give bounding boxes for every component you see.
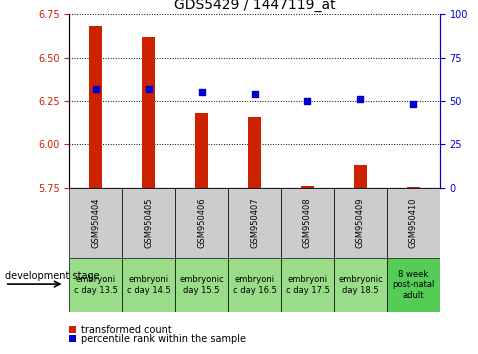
Point — [92, 86, 99, 92]
Bar — [281, 258, 334, 312]
Bar — [228, 188, 281, 258]
Bar — [175, 258, 228, 312]
Bar — [175, 188, 228, 258]
Text: GSM950405: GSM950405 — [144, 198, 153, 248]
Bar — [248, 116, 261, 188]
Bar — [334, 258, 387, 312]
Bar — [354, 165, 367, 188]
Text: embryoni
c day 16.5: embryoni c day 16.5 — [233, 275, 276, 295]
Bar — [69, 188, 122, 258]
Bar — [228, 258, 281, 312]
Text: embryoni
c day 14.5: embryoni c day 14.5 — [127, 275, 171, 295]
Bar — [334, 188, 387, 258]
Text: GSM950407: GSM950407 — [250, 198, 259, 249]
Bar — [122, 258, 175, 312]
Text: percentile rank within the sample: percentile rank within the sample — [81, 334, 246, 344]
Text: 8 week
post-natal
adult: 8 week post-natal adult — [392, 270, 435, 300]
Text: embryonic
day 15.5: embryonic day 15.5 — [179, 275, 224, 295]
Text: GSM950409: GSM950409 — [356, 198, 365, 248]
Point — [198, 89, 206, 95]
Text: GSM950406: GSM950406 — [197, 198, 206, 249]
Text: embryoni
c day 13.5: embryoni c day 13.5 — [74, 275, 118, 295]
Title: GDS5429 / 1447119_at: GDS5429 / 1447119_at — [174, 0, 336, 12]
Bar — [89, 26, 102, 188]
Text: embryoni
c day 17.5: embryoni c day 17.5 — [285, 275, 329, 295]
Point — [304, 98, 311, 104]
Point — [250, 91, 258, 97]
Text: GSM950410: GSM950410 — [409, 198, 418, 248]
Text: GSM950404: GSM950404 — [91, 198, 100, 248]
Bar — [301, 186, 314, 188]
Point — [145, 86, 152, 92]
Bar — [387, 258, 440, 312]
Text: embryonic
day 18.5: embryonic day 18.5 — [338, 275, 383, 295]
Point — [410, 102, 417, 107]
Bar — [69, 258, 122, 312]
Bar — [387, 188, 440, 258]
Bar — [142, 37, 155, 188]
Bar — [281, 188, 334, 258]
Bar — [122, 188, 175, 258]
Text: transformed count: transformed count — [81, 325, 172, 335]
Text: GSM950408: GSM950408 — [303, 198, 312, 249]
Bar — [195, 113, 208, 188]
Point — [357, 96, 364, 102]
Text: development stage: development stage — [5, 271, 99, 281]
